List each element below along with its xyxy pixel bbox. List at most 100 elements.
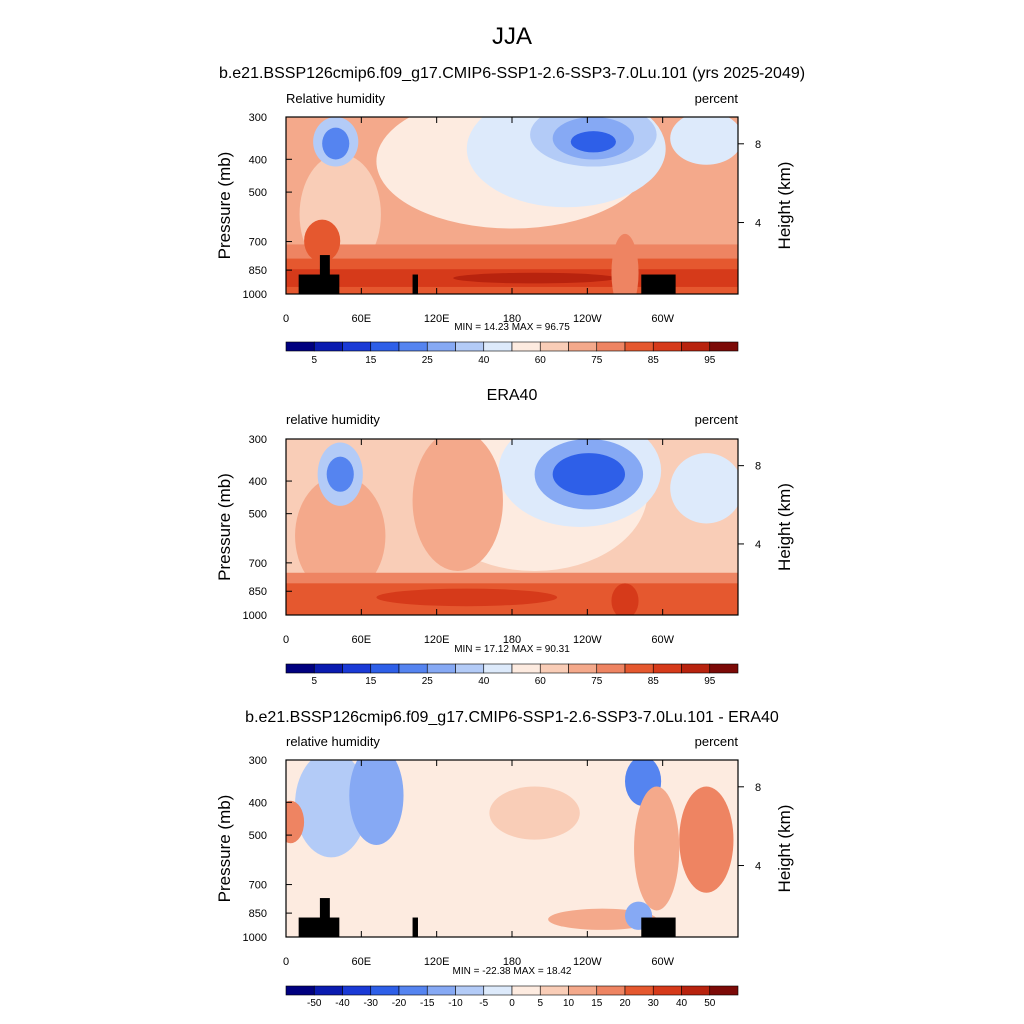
colorbar-label: 15	[365, 676, 377, 687]
colorbar-label: -40	[335, 998, 350, 1009]
y-tick-label: 700	[249, 237, 267, 249]
colorbar-label: -20	[392, 998, 407, 1009]
field-region	[489, 786, 580, 840]
colorbar-box	[483, 341, 513, 352]
y-tick-label: 700	[249, 880, 267, 892]
colorbar-box	[342, 341, 372, 352]
y-tick-label: 500	[249, 830, 267, 842]
colorbar-label: 15	[591, 998, 603, 1009]
y-tick-label: 700	[249, 558, 267, 570]
colorbar-box	[313, 663, 343, 674]
colorbar-label: -50	[307, 998, 322, 1009]
field-region	[295, 475, 386, 596]
colorbar-box	[652, 341, 682, 352]
panel-2: ERA40 relative humidity percent 0 60E 120E 180…	[215, 387, 794, 687]
colorbar-label: 25	[422, 676, 434, 687]
colorbar-box	[681, 341, 711, 352]
colorbar-label: 85	[648, 355, 660, 366]
colorbar-label: 95	[704, 355, 716, 366]
panel-left-label: relative humidity	[286, 412, 380, 427]
x-tick-label: 60W	[651, 634, 674, 646]
field-region	[634, 786, 680, 911]
topography-mask	[641, 274, 676, 294]
colorbar-label: 40	[478, 676, 490, 687]
colorbar-box	[398, 985, 428, 996]
figure-title: JJA	[492, 23, 532, 50]
x-tick-label: 0	[283, 956, 289, 968]
y-tick-label: 400	[249, 797, 267, 809]
colorbar-box	[426, 341, 456, 352]
colorbar-box	[370, 341, 400, 352]
min-max-stats: MIN = 17.12 MAX = 90.31	[454, 644, 570, 655]
colorbar: 5 15 25 40 60 75 85 95	[285, 341, 739, 366]
topography-mask	[641, 917, 676, 937]
panel-title: b.e21.BSSP126cmip6.f09_g17.CMIP6-SSP1-2.…	[245, 709, 779, 726]
panel-left-label: relative humidity	[286, 734, 380, 749]
panel-left-label: Relative humidity	[286, 91, 385, 106]
colorbar-label: 40	[676, 998, 688, 1009]
field-region	[670, 117, 738, 165]
topography-mask	[319, 255, 330, 294]
y-tick-label: 1000	[243, 610, 267, 622]
field-region	[295, 760, 368, 858]
field-region	[412, 439, 503, 571]
field-fill	[286, 439, 738, 615]
colorbar-box	[398, 663, 428, 674]
min-max-stats: MIN = -22.38 MAX = 18.42	[453, 966, 572, 977]
y-tick-label: 400	[249, 476, 267, 488]
colorbar-box	[568, 985, 598, 996]
colorbar-box	[681, 985, 711, 996]
colorbar-box	[455, 341, 485, 352]
colorbar-label: -15	[420, 998, 435, 1009]
x-tick-label: 60E	[352, 956, 372, 968]
topography-mask	[412, 917, 418, 937]
panel-right-label: percent	[695, 91, 739, 106]
y-tick-label: 850	[249, 265, 267, 277]
colorbar-label: -5	[479, 998, 488, 1009]
colorbar-box	[455, 663, 485, 674]
field-region	[453, 272, 616, 284]
colorbar-box	[539, 663, 569, 674]
x-tick-label: 120E	[424, 634, 450, 646]
field-region	[670, 453, 738, 524]
colorbar-label: 75	[591, 355, 603, 366]
colorbar-box	[511, 663, 541, 674]
colorbar-box	[624, 663, 654, 674]
y-tick-right-label: 4	[755, 861, 761, 873]
x-tick-label: 120E	[424, 956, 450, 968]
field-fill	[286, 760, 738, 937]
colorbar-box	[511, 341, 541, 352]
y-tick-label: 850	[249, 908, 267, 920]
field-region	[322, 127, 350, 160]
colorbar-box	[285, 985, 315, 996]
colorbar-box	[539, 341, 569, 352]
topography-mask	[319, 898, 330, 937]
y-tick-right-label: 4	[755, 539, 761, 551]
colorbar-box	[624, 341, 654, 352]
colorbar-label: 10	[563, 998, 575, 1009]
field-region	[679, 786, 734, 893]
panel-title: b.e21.BSSP126cmip6.f09_g17.CMIP6-SSP1-2.…	[219, 65, 805, 82]
colorbar-label: 60	[535, 676, 547, 687]
colorbar-box	[313, 341, 343, 352]
panel-1: b.e21.BSSP126cmip6.f09_g17.CMIP6-SSP1-2.…	[215, 65, 805, 366]
x-tick-label: 0	[283, 634, 289, 646]
colorbar-label: 20	[619, 998, 631, 1009]
y-axis-label: Pressure (mb)	[215, 152, 234, 260]
colorbar-box	[596, 341, 626, 352]
colorbar-box	[342, 985, 372, 996]
y-tick-label: 1000	[243, 289, 267, 301]
panel-right-label: percent	[695, 412, 739, 427]
colorbar-box	[539, 985, 569, 996]
field-region	[349, 760, 404, 845]
colorbar-label: 5	[311, 676, 317, 687]
x-tick-label: 180	[503, 634, 521, 646]
colorbar-box	[568, 663, 598, 674]
colorbar-label: 25	[422, 355, 434, 366]
y-tick-right-label: 8	[755, 782, 761, 794]
colorbar-label: 85	[648, 676, 660, 687]
y-axis-right-label: Height (km)	[775, 162, 794, 250]
colorbar-box	[313, 985, 343, 996]
colorbar-label: -30	[364, 998, 379, 1009]
